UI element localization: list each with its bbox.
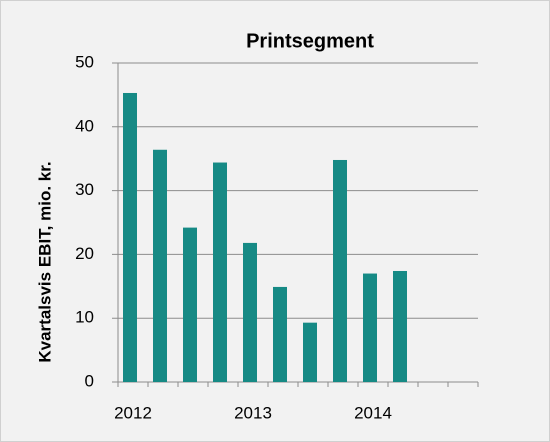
bar [363,273,377,382]
bar [243,242,257,382]
bar [303,322,317,382]
bar [393,270,407,382]
y-tick-label: 50 [75,52,94,71]
x-tick-label: 2013 [234,403,272,422]
bar [183,227,197,382]
y-tick-label: 40 [75,116,94,135]
bar [273,286,287,382]
x-tick-label: 2014 [354,403,392,422]
bar [333,159,347,382]
y-tick-label: 0 [85,371,94,390]
chart-title: Printsegment [246,30,374,52]
y-axis-label: Kvartalsvis EBIT, mio. kr. [35,161,54,362]
bar [213,162,227,382]
bar [153,149,167,382]
x-tick-label: 2012 [114,403,152,422]
y-tick-label: 20 [75,244,94,263]
y-tick-label: 30 [75,180,94,199]
y-tick-label: 10 [75,308,94,327]
bar [123,92,137,383]
